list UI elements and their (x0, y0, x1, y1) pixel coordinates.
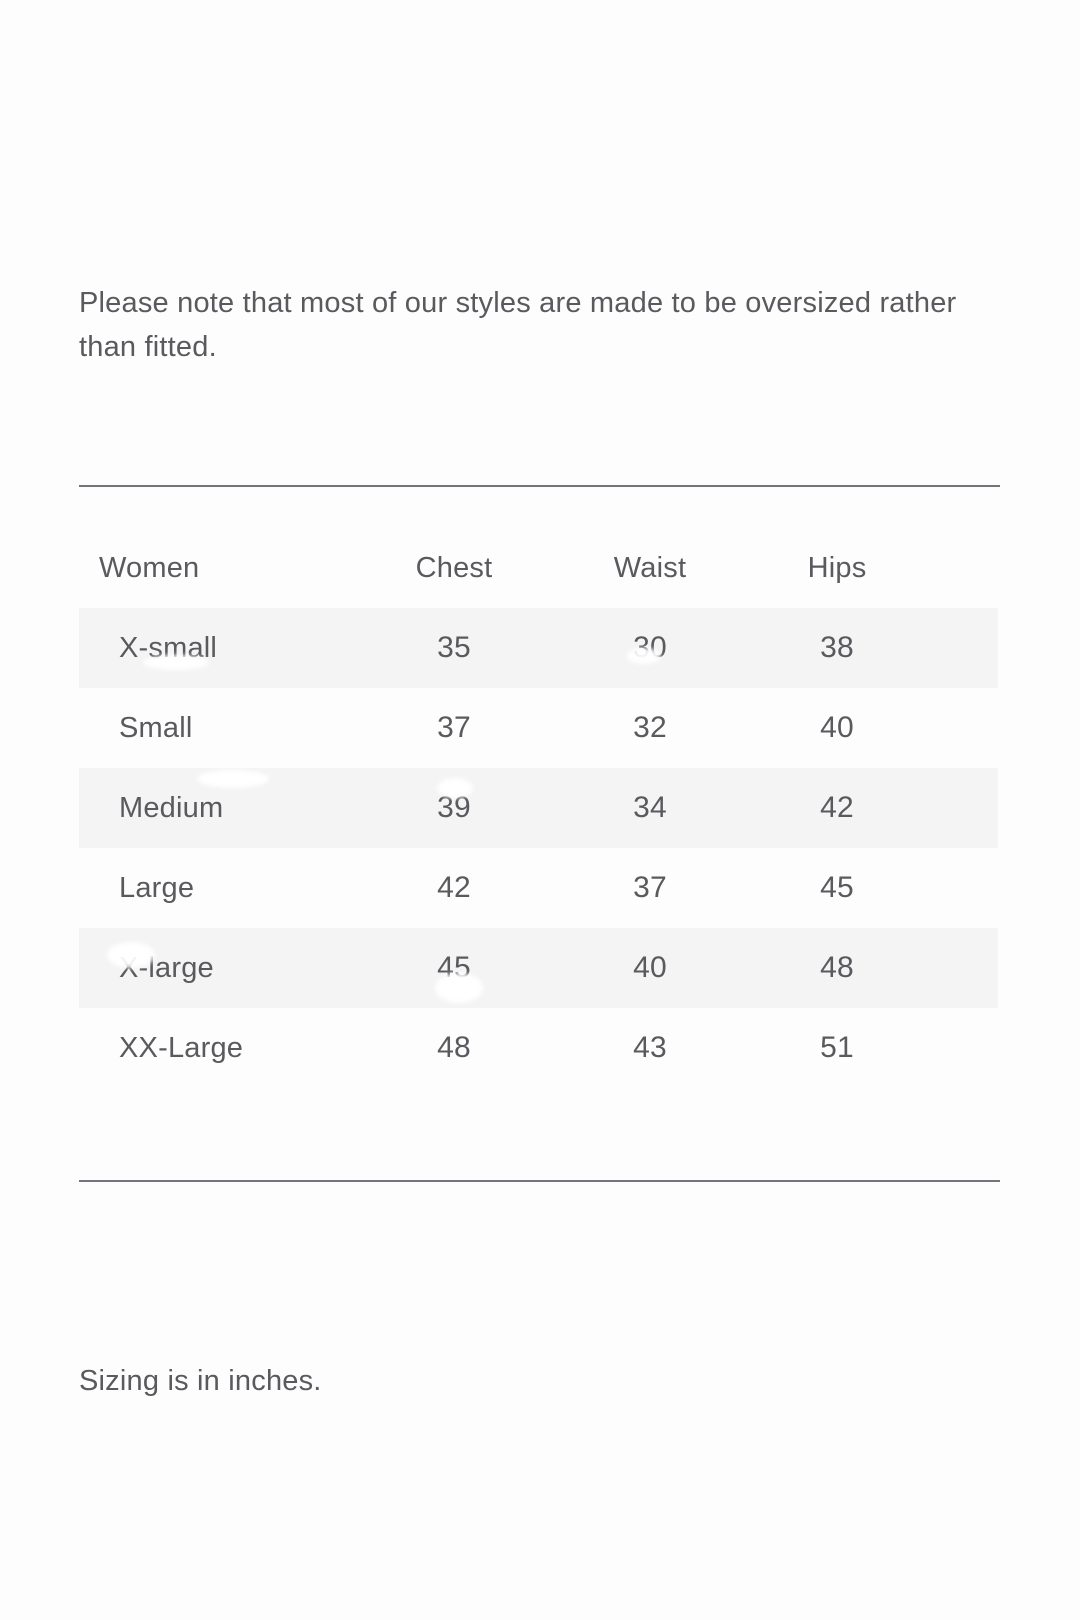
table-row: Small 37 32 40 (79, 688, 998, 768)
size-table-header: Women Chest Waist Hips (79, 529, 1000, 608)
hips-value-cell: 48 (820, 951, 854, 984)
table-row: Medium 39 34 42 (79, 768, 998, 848)
hips-value-cell: 40 (820, 711, 854, 744)
column-header-hips: Hips (807, 552, 867, 584)
column-header-chest: Chest (415, 552, 493, 584)
smudge-artifact (437, 778, 473, 798)
waist-value-cell: 43 (633, 1031, 667, 1064)
waist-value-cell: 32 (633, 711, 667, 744)
size-label-cell: Medium (119, 791, 224, 824)
table-row: X-large 45 40 48 (79, 928, 998, 1008)
smudge-artifact (197, 770, 269, 788)
table-row: Large 42 37 45 (79, 848, 998, 928)
smudge-artifact (143, 655, 209, 670)
hips-value-cell: 42 (820, 791, 854, 824)
units-note: Sizing is in inches. (79, 1365, 322, 1397)
oversized-note: Please note that most of our styles are … (79, 287, 957, 363)
chest-value-cell: 48 (437, 1031, 471, 1064)
hips-value-cell: 45 (820, 871, 854, 904)
divider-top (79, 485, 1000, 487)
smudge-artifact (627, 648, 661, 664)
column-header-women: Women (99, 552, 200, 584)
waist-value-cell: 37 (633, 871, 667, 904)
table-row: X-small 35 30 38 (79, 608, 998, 688)
size-label-cell: Large (119, 871, 195, 904)
chest-value-cell: 42 (437, 871, 471, 904)
smudge-artifact (107, 942, 155, 968)
size-label-cell: Small (119, 711, 193, 744)
waist-value-cell: 40 (633, 951, 667, 984)
hips-value-cell: 38 (820, 631, 854, 664)
column-header-waist: Waist (613, 552, 687, 584)
waist-value-cell: 34 (633, 791, 667, 824)
size-label-cell: XX-Large (119, 1031, 244, 1064)
chest-value-cell: 35 (437, 631, 471, 664)
table-row: XX-Large 48 43 51 (79, 1008, 998, 1088)
smudge-artifact (435, 973, 483, 1003)
hips-value-cell: 51 (820, 1031, 854, 1064)
size-label-cell: X-small (119, 631, 218, 664)
chest-value-cell: 37 (437, 711, 471, 744)
divider-bottom (79, 1180, 1000, 1182)
size-table: X-small 35 30 38 Small 37 32 40 Medium 3… (79, 608, 998, 1088)
